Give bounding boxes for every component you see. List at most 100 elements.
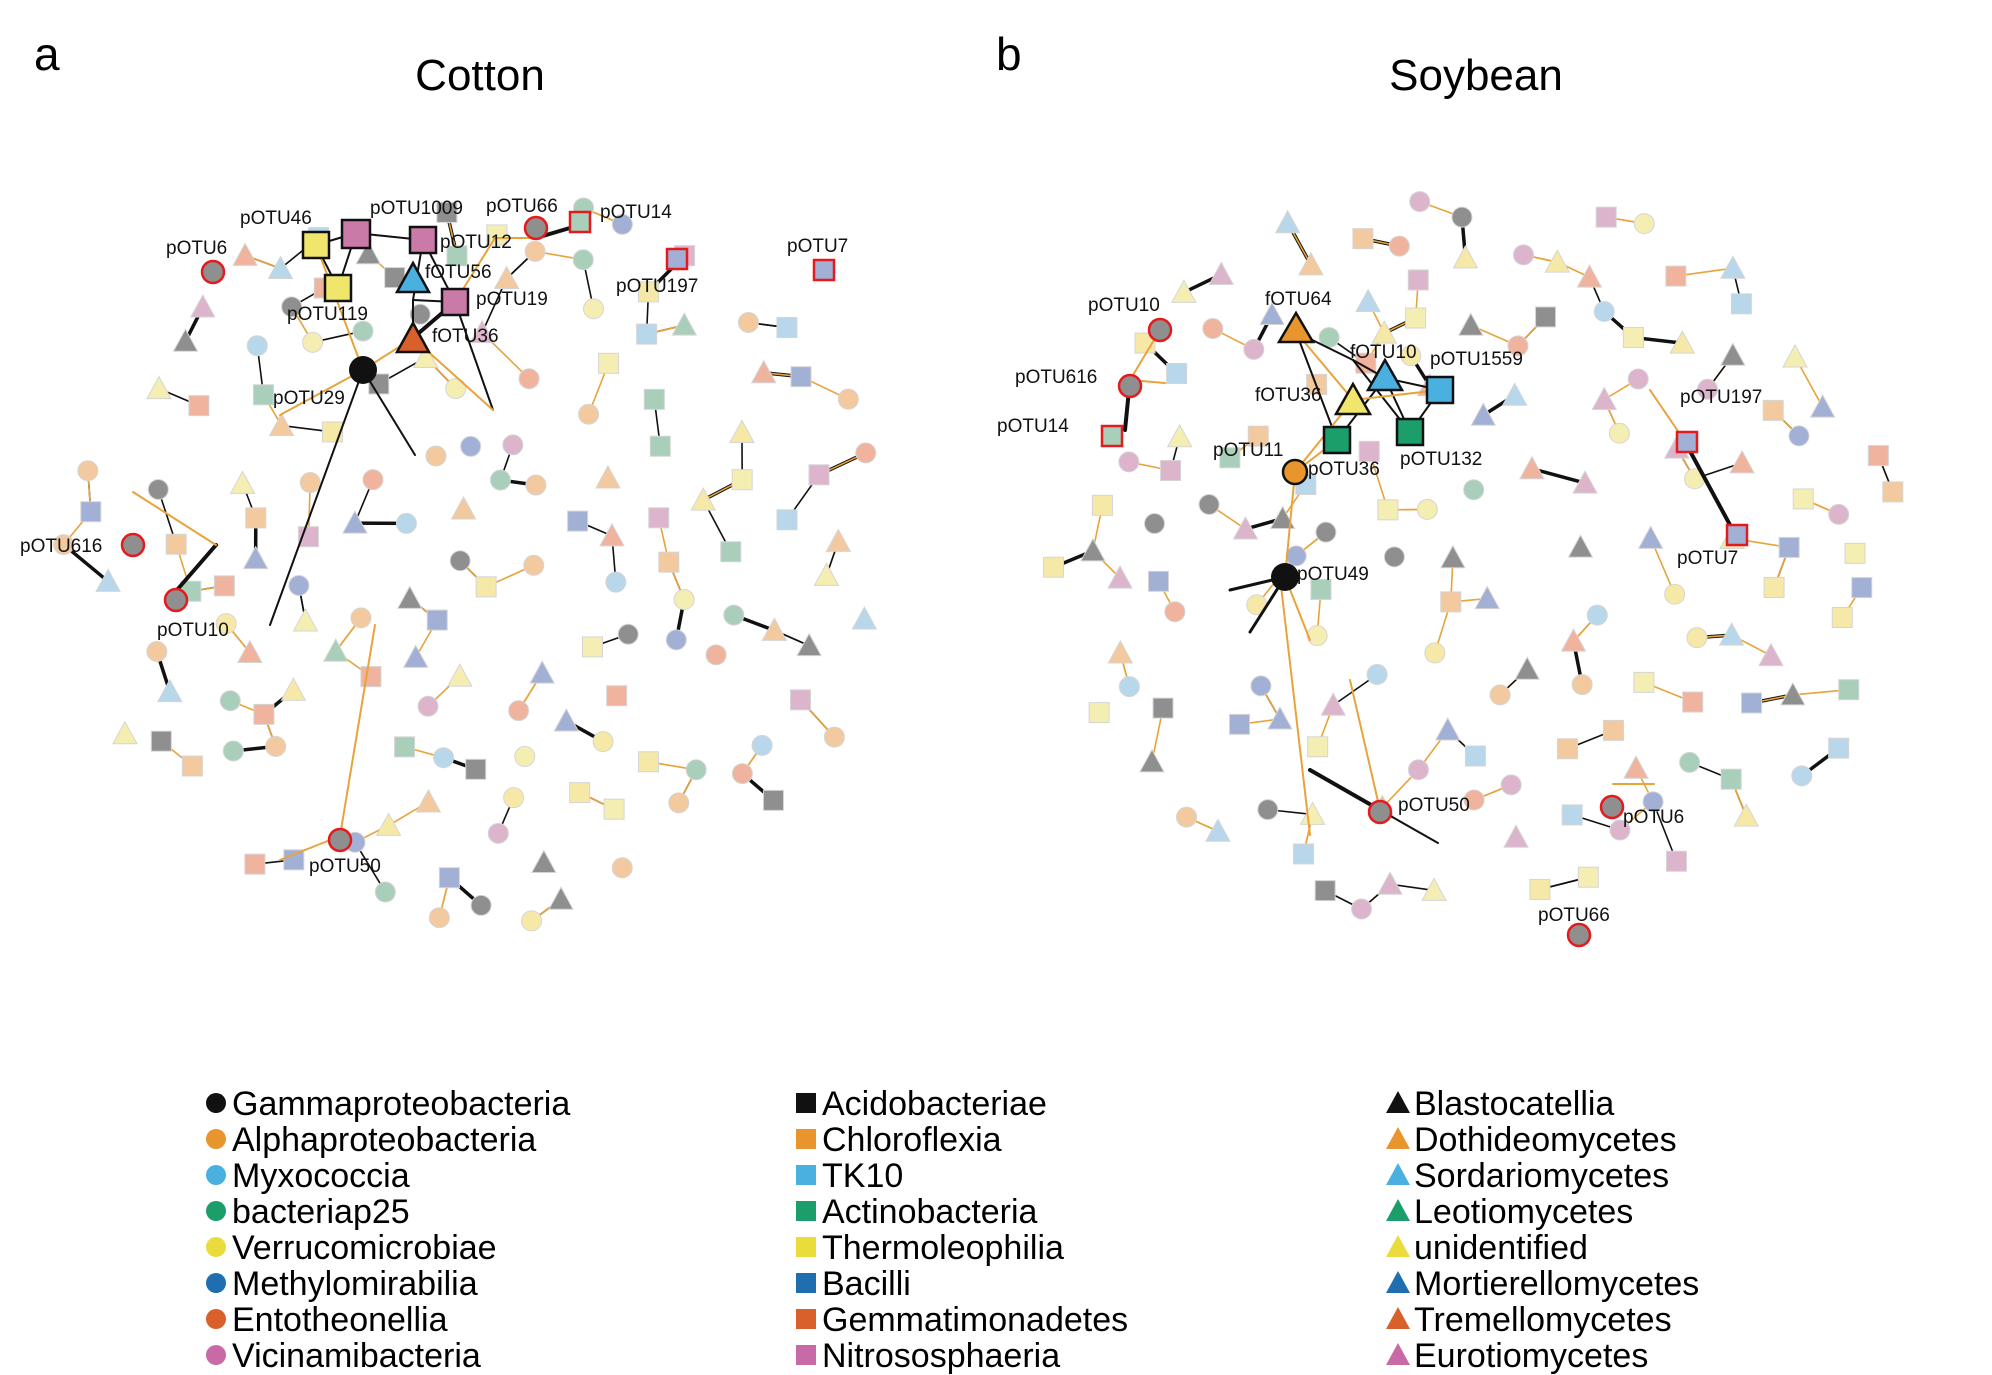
soybean-bg-square-node [1828,737,1850,759]
cotton-bg-square-node [808,464,830,486]
cotton-bg-square-node [80,501,102,523]
soybean-bg-square-node [1293,843,1315,865]
soybean-bg-triangle-node [1470,402,1497,426]
cotton-bg-square-node [213,575,235,597]
cotton-bg-triangle-node [599,522,625,547]
cotton-bg-circle-node [374,881,396,903]
soybean-bg-circle-node [1243,338,1265,360]
cotton-bg-circle-node [219,690,241,712]
cotton-bg-triangle-node [851,606,878,630]
soybean-potu7-label: pOTU7 [1677,548,1738,569]
cotton-bg-triangle-node [237,639,263,664]
soybean-bg-square-node [1665,850,1687,872]
cotton-potu6-label: pOTU6 [166,238,227,259]
soybean-bg-square-node [1561,804,1583,826]
cotton-bg-triangle-node [342,510,368,534]
soybean-bg-triangle-node [1355,288,1381,313]
cotton-bg-triangle-node [396,585,423,609]
cotton-bg-circle-node [503,787,525,809]
legend-triangle-0-label: Blastocatellia [1414,1085,1614,1123]
legend-square-5-swatch [796,1273,816,1293]
cotton-bg-square-node [394,736,416,758]
cotton-bg-triangle-node [95,568,121,592]
legend-square-1-label: Chloroflexia [822,1121,1002,1159]
cotton-bg-circle-node [147,478,169,500]
legend-triangle-6-label: Tremellomycetes [1414,1301,1672,1339]
cotton-bg-circle-node [502,434,524,456]
legend-circle-6-swatch [206,1309,226,1329]
soybean-bg-triangle-node [1733,803,1760,827]
soybean-potu132-node [1395,417,1425,447]
cotton-bg-circle-node [524,240,546,262]
cotton-potu12-label: pOTU12 [440,232,512,253]
soybean-bg-square-node [1622,326,1644,348]
legend-square-4-label: Thermoleophilia [822,1229,1064,1267]
cotton-bg-circle-node [417,695,439,717]
cotton-potu10-node [163,587,189,613]
cotton-fotu36-node [394,320,432,354]
cotton-bg-triangle-node [280,677,307,701]
cotton-bg-circle-node [288,574,310,596]
cotton-bg-triangle-node [446,663,473,687]
cotton-bg-triangle-node [531,849,557,873]
soybean-bg-triangle-node [1809,394,1836,418]
soybean-bg-triangle-node [1080,537,1106,562]
soybean-potu49-node [1271,563,1299,591]
soybean-potu49-label: pOTU49 [1297,564,1369,585]
legend-triangle-7-label: Eurotiomycetes [1414,1337,1648,1375]
soybean-bg-triangle-node [1637,525,1664,549]
soybean-bg-square-node [1665,265,1687,287]
cotton-bg-triangle-node [267,255,294,279]
soybean-potu1559-node [1425,375,1455,405]
cotton-bg-circle-node [352,320,374,342]
cotton-fotu56-node [394,260,432,294]
cotton-bg-circle-node [521,910,543,932]
cotton-bg-circle-node [611,213,633,235]
soybean-bg-circle-node [1144,513,1166,535]
cotton-bg-square-node [776,317,798,339]
cotton-bg-square-node [790,689,812,711]
soybean-bg-square-node [1838,679,1860,701]
cotton-bg-circle-node [518,368,540,390]
cotton-potu66-label: pOTU66 [486,196,558,217]
legend-triangle-2-label: Sordariomycetes [1414,1157,1669,1195]
cotton-bg-square-node [436,201,458,223]
soybean-bg-triangle-node [1434,717,1461,741]
soybean-bg-triangle-node [1452,244,1479,269]
soybean-bg-square-node [1091,494,1113,516]
legend-circle-5-label: Methylomirabilia [232,1265,478,1303]
soybean-bg-triangle-node [1560,628,1587,652]
soybean-bg-square-node [1577,866,1599,888]
cotton-bg-circle-node [425,445,447,467]
soybean-bg-circle-node [1507,335,1529,357]
soybean-bg-circle-node [1679,751,1701,773]
legend-circle-2-swatch [206,1165,226,1185]
cotton-bg-square-node [360,666,382,688]
soybean-bg-triangle-node [1572,470,1598,494]
soybean-bg-square-node [1778,536,1800,558]
soybean-bg-triangle-node [1377,871,1403,895]
cotton-bg-square-node [181,755,203,777]
cotton-bg-square-node [637,751,659,773]
cotton-potu14-label: pOTU14 [600,202,672,223]
cotton-bg-circle-node [395,512,417,534]
cotton-potu29-label: pOTU29 [273,388,345,409]
legend-circle-1-swatch [206,1129,226,1149]
cotton-potu1009-node [340,218,372,250]
soybean-bg-square-node [1152,697,1174,719]
soybean-bg-circle-node [1586,604,1608,626]
legend-triangle-6-swatch [1386,1307,1410,1329]
cotton-bg-circle-node [281,296,303,318]
cotton-potu616-label: pOTU616 [20,536,102,557]
legend-circle-0-label: Gammaproteobacteria [232,1085,570,1123]
soybean-bg-circle-node [1164,601,1186,623]
cotton-bg-circle-node [146,640,168,662]
cotton-bg-square-node [465,758,487,780]
soybean-potu11-label: pOTU11 [1213,440,1283,461]
soybean-bg-triangle-node [1501,382,1528,406]
cotton-bg-square-node [188,395,210,417]
soybean-potu50-node [1367,799,1393,825]
soybean-bg-circle-node [1642,791,1664,813]
soybean-bg-triangle-node [1232,515,1259,540]
soybean-node-labels: pOTU10 fOTU64 fOTU10 pOTU1559 pOTU616 pO… [997,289,1762,926]
